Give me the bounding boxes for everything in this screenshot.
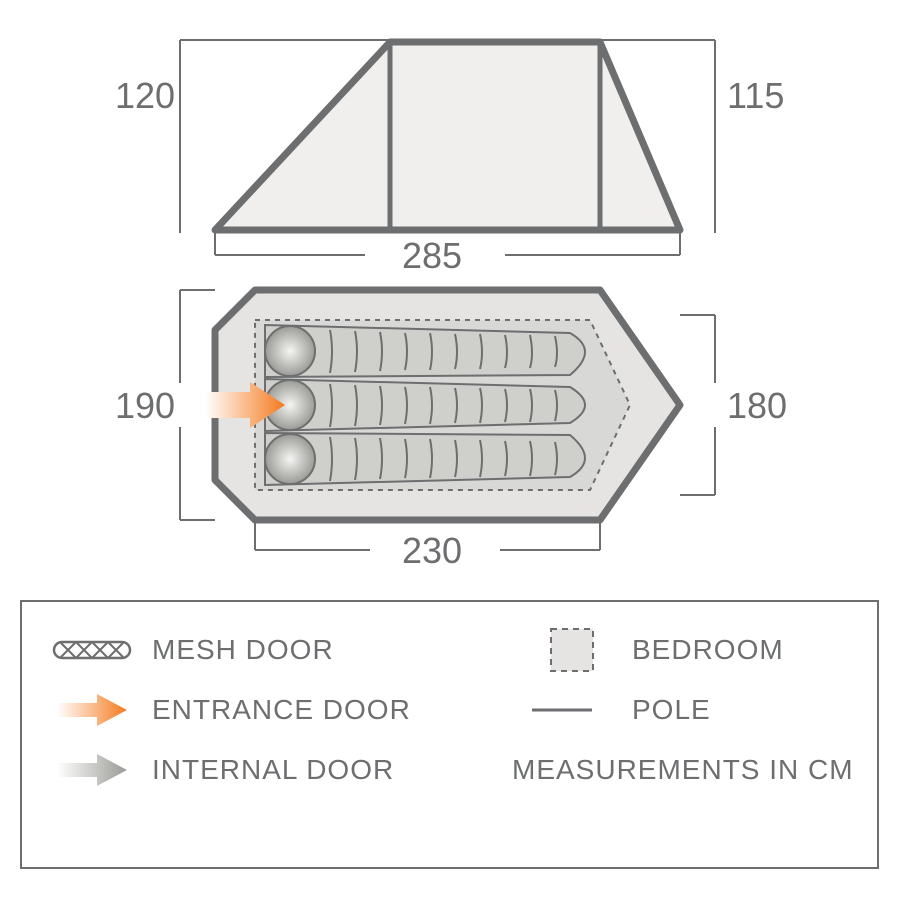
legend-note: MEASUREMENTS IN CM	[512, 754, 854, 786]
dim-inner-length: 230	[402, 530, 462, 572]
dim-width-right: 180	[727, 385, 787, 427]
mesh-icon	[52, 630, 132, 670]
side-view-shape	[215, 42, 680, 230]
legend-bedroom-label: BEDROOM	[632, 634, 784, 666]
legend-mesh-label: MESH DOOR	[152, 634, 334, 666]
dim-height-left: 120	[115, 75, 175, 117]
dim-length: 285	[402, 235, 462, 277]
arrow-grey-icon	[52, 750, 132, 790]
sleeping-bag-1	[265, 325, 585, 377]
legend-note-row: MEASUREMENTS IN CM	[502, 740, 854, 800]
dim-height-right: 115	[727, 75, 784, 117]
diagram-area: 120 115 285	[110, 30, 790, 570]
legend-entrance: ENTRANCE DOOR	[22, 680, 411, 740]
legend-bedroom: BEDROOM	[502, 620, 854, 680]
legend-mesh: MESH DOOR	[22, 620, 411, 680]
pole-icon	[532, 690, 612, 730]
arrow-orange-icon	[52, 690, 132, 730]
tent-diagram-container: 120 115 285	[0, 0, 900, 900]
legend-entrance-label: ENTRANCE DOOR	[152, 694, 411, 726]
side-view-svg	[110, 30, 790, 270]
bedroom-icon	[532, 630, 612, 670]
dim-width-left: 190	[115, 385, 175, 427]
legend-box: MESH DOOR ENTRANCE DOOR INTERNAL DOOR BE…	[20, 600, 879, 869]
legend-pole: POLE	[502, 680, 854, 740]
legend-internal: INTERNAL DOOR	[22, 740, 411, 800]
legend-internal-label: INTERNAL DOOR	[152, 754, 394, 786]
legend-pole-label: POLE	[632, 694, 711, 726]
sleeping-bag-3	[265, 433, 585, 485]
sleeping-bag-2	[265, 379, 585, 431]
